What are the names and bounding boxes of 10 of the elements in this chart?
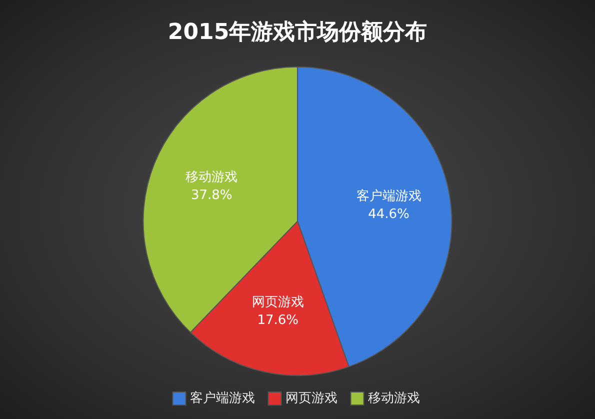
slice-label: 客户端游戏 [356,188,422,204]
slice-label: 网页游戏 [252,295,304,310]
legend-label: 网页游戏 [285,390,338,406]
legend-label: 客户端游戏 [190,390,255,406]
data-label: 37.8% [190,188,232,203]
legend-label: 移动游戏 [368,390,420,406]
chart-title: 2015年游戏市场份额分布 [168,18,428,45]
data-label: 17.6% [257,313,299,328]
slice-label: 移动游戏 [186,170,238,185]
data-label: 44.6% [368,206,410,222]
